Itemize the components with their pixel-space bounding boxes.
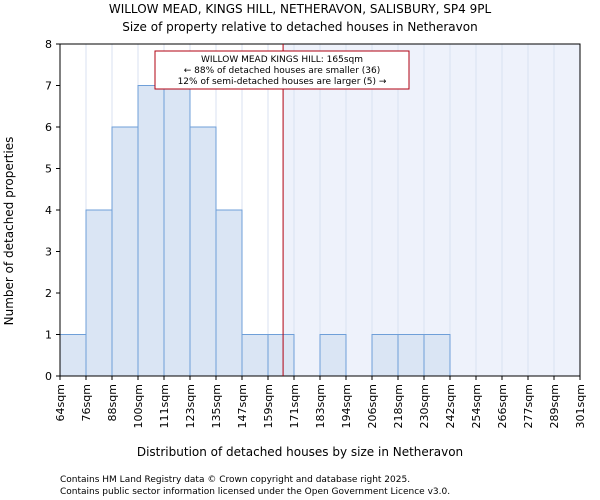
x-tick-label: 301sqm — [574, 384, 587, 428]
bar — [241, 334, 269, 377]
annotation-box — [154, 50, 410, 90]
annotation-line: ← 88% of detached houses are smaller (36… — [184, 66, 381, 76]
x-tick-label: 277sqm — [522, 384, 535, 428]
x-tick-label: 123sqm — [184, 384, 197, 428]
x-tick-label: 147sqm — [236, 384, 249, 428]
x-tick-label: 230sqm — [418, 384, 431, 428]
x-tick-label: 111sqm — [158, 384, 171, 428]
x-tick-label: 206sqm — [366, 384, 379, 428]
y-tick-label: 2 — [45, 287, 52, 300]
y-tick-label: 0 — [45, 370, 52, 383]
x-tick-label: 76sqm — [80, 384, 93, 421]
x-tick-label: 135sqm — [210, 384, 223, 428]
x-tick-label: 64sqm — [54, 384, 67, 421]
y-axis-label: Number of detached properties — [2, 137, 16, 326]
larger-region-shade — [283, 44, 580, 376]
y-tick-label: 5 — [45, 163, 52, 176]
annotation-line: WILLOW MEAD KINGS HILL: 165sqm — [201, 55, 363, 65]
x-tick-label: 88sqm — [106, 384, 119, 421]
x-axis-label: Distribution of detached houses by size … — [137, 445, 463, 459]
y-tick-label: 3 — [45, 246, 52, 259]
x-tick-label: 266sqm — [496, 384, 509, 428]
bar — [137, 85, 165, 377]
chart-title-line1: WILLOW MEAD, KINGS HILL, NETHERAVON, SAL… — [109, 2, 492, 16]
bar — [371, 334, 399, 377]
y-tick-label: 8 — [45, 38, 52, 51]
bar — [267, 334, 295, 377]
x-tick-label: 194sqm — [340, 384, 353, 428]
chart-title-line2: Size of property relative to detached ho… — [122, 20, 477, 34]
bar — [59, 334, 87, 377]
bar — [215, 209, 243, 377]
x-tick-label: 183sqm — [314, 384, 327, 428]
x-tick-label: 254sqm — [470, 384, 483, 428]
y-tick-label: 1 — [45, 329, 52, 342]
footer-line1: Contains HM Land Registry data © Crown c… — [60, 475, 410, 485]
x-tick-label: 159sqm — [262, 384, 275, 428]
x-tick-label: 289sqm — [548, 384, 561, 428]
y-tick-label: 4 — [45, 204, 52, 217]
plot-area: 0 1 2 3 4 5 6 7 8 64sqm 76sqm 88sqm 100sqm 111sqm 123s… — [45, 38, 587, 428]
x-tick-label: 242sqm — [444, 384, 457, 428]
bar — [111, 126, 139, 377]
x-tick-label: 218sqm — [392, 384, 405, 428]
annotation-line: 12% of semi-detached houses are larger (… — [178, 77, 387, 87]
bar — [397, 334, 425, 377]
bar — [319, 334, 347, 377]
bar — [423, 334, 451, 377]
x-tick-label: 100sqm — [132, 384, 145, 428]
y-tick-label: 7 — [45, 80, 52, 93]
bar — [163, 85, 191, 377]
bar — [189, 126, 217, 377]
footer-line2: Contains public sector information licen… — [60, 487, 450, 497]
x-tick-label: 171sqm — [288, 384, 301, 428]
bar — [85, 209, 113, 377]
y-tick-label: 6 — [45, 121, 52, 134]
